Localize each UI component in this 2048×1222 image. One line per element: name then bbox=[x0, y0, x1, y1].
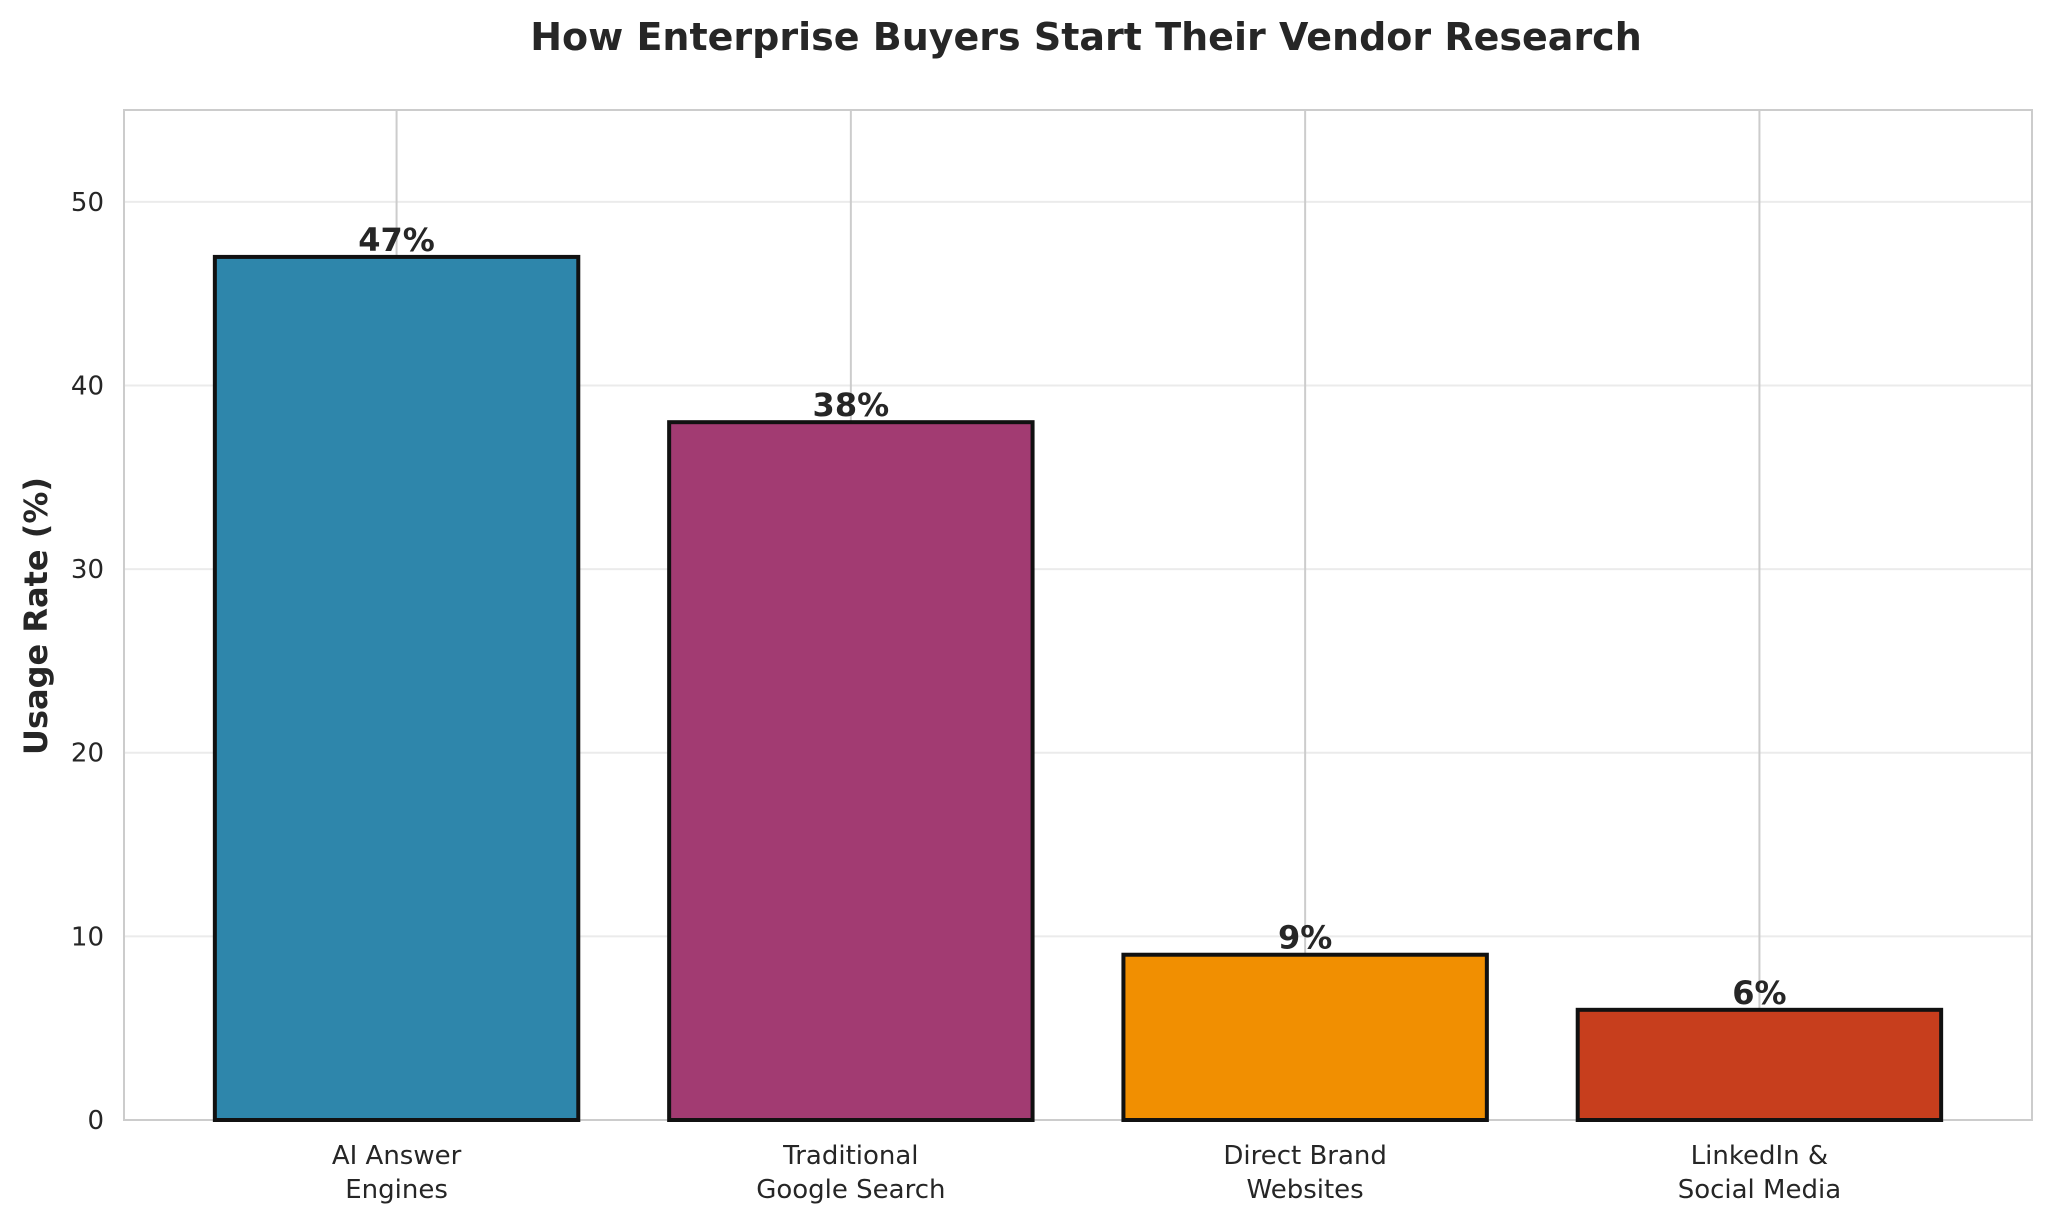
x-tick-label-line: AI Answer bbox=[332, 1141, 462, 1171]
x-tick-label-line: Social Media bbox=[1678, 1175, 1841, 1205]
x-tick-labels: AI Answer Engines Traditional Google Search… bbox=[332, 1141, 1841, 1205]
bar-value-label: 9% bbox=[1278, 919, 1332, 957]
y-tick-label: 50 bbox=[71, 188, 104, 218]
bar bbox=[667, 420, 1035, 1122]
y-tick-label: 10 bbox=[71, 922, 104, 952]
x-tick-label-line: Google Search bbox=[756, 1175, 945, 1205]
x-tick-label-line: Direct Brand bbox=[1223, 1141, 1387, 1171]
x-tick-label: Direct Brand Websites bbox=[1223, 1141, 1387, 1205]
y-tick-labels: 0 10 20 30 40 50 bbox=[71, 188, 104, 1136]
x-tick-label: Traditional Google Search bbox=[756, 1141, 945, 1205]
bars bbox=[212, 254, 1944, 1123]
bar-value-labels: 47% 38% 9% 6% bbox=[358, 221, 1786, 1012]
bar-value-label: 6% bbox=[1732, 974, 1786, 1012]
bar-value-label: 47% bbox=[358, 221, 435, 259]
bar bbox=[1121, 952, 1489, 1123]
x-tick-label-line: LinkedIn & bbox=[1691, 1141, 1829, 1171]
chart-title: How Enterprise Buyers Start Their Vendor… bbox=[530, 15, 1642, 59]
x-tick-label-line: Engines bbox=[345, 1175, 448, 1205]
bar-value-label: 38% bbox=[813, 386, 890, 424]
bar bbox=[1575, 1007, 1944, 1122]
x-tick-label-line: Traditional bbox=[782, 1141, 918, 1171]
y-tick-label: 40 bbox=[71, 371, 104, 401]
x-tick-label: AI Answer Engines bbox=[332, 1141, 462, 1205]
x-tick-label-line: Websites bbox=[1247, 1175, 1364, 1205]
y-tick-label: 20 bbox=[71, 739, 104, 769]
y-tick-label: 30 bbox=[71, 555, 104, 585]
plot-frame bbox=[123, 109, 2033, 1121]
y-tick-label: 0 bbox=[87, 1106, 104, 1136]
y-axis-label: Usage Rate (%) bbox=[17, 477, 55, 755]
x-tick-label: LinkedIn & Social Media bbox=[1678, 1141, 1841, 1205]
bar bbox=[212, 254, 581, 1122]
